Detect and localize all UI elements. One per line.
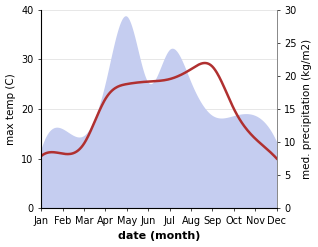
Y-axis label: max temp (C): max temp (C) xyxy=(5,73,16,145)
X-axis label: date (month): date (month) xyxy=(118,231,200,242)
Y-axis label: med. precipitation (kg/m2): med. precipitation (kg/m2) xyxy=(302,39,313,179)
